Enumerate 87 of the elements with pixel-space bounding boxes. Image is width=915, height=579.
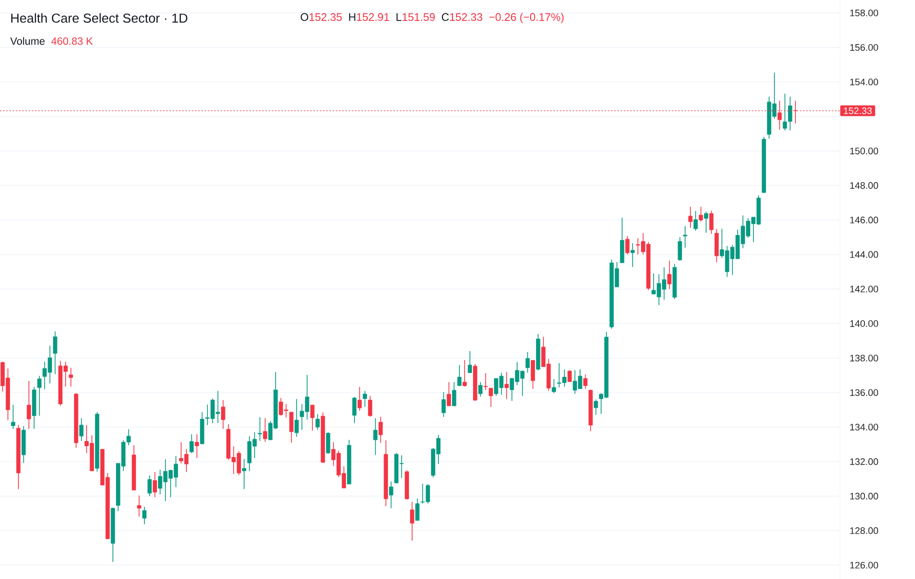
candlestick — [698, 206, 703, 222]
y-tick-label: 158.00 — [850, 10, 878, 16]
y-tick-label: 128.00 — [850, 527, 878, 534]
candlestick — [368, 395, 372, 418]
y-tick-label: 146.00 — [850, 216, 878, 224]
annotation: −0.26 (−0.17%) — [489, 12, 564, 24]
candlestick — [526, 352, 530, 374]
candlestick — [415, 498, 420, 521]
annotation: 151.59 — [402, 13, 435, 21]
ref-line-label: 152.33 — [844, 107, 872, 114]
y-tick-label: 136.00 — [850, 389, 878, 396]
candlestick — [625, 236, 630, 255]
candlestick — [594, 399, 598, 416]
annotation: 460.83 K — [51, 37, 93, 45]
candlestick — [11, 404, 16, 430]
candlestick — [358, 386, 362, 412]
candlestick — [667, 260, 672, 290]
annotation: 152.33 — [450, 13, 482, 21]
annotation: Volume — [10, 37, 45, 45]
candlestick — [37, 375, 42, 416]
annotation: 152.35 — [310, 13, 342, 21]
y-tick-label: 140.00 — [850, 320, 878, 327]
candlestick — [352, 396, 356, 424]
annotation: C — [442, 13, 449, 21]
candlestick — [389, 481, 394, 509]
candlestick — [484, 372, 488, 391]
y-tick-label: 144.00 — [850, 251, 878, 258]
y-tick-label: 126.00 — [850, 562, 878, 569]
candlestick — [148, 475, 152, 497]
y-tick-label: 132.00 — [850, 458, 878, 465]
candlestick — [194, 434, 199, 458]
annotation: L — [396, 13, 402, 21]
candlestick — [68, 367, 73, 387]
candlestick — [504, 372, 509, 400]
candlestick — [678, 236, 682, 262]
candlestick — [694, 210, 698, 232]
candlestick — [373, 418, 378, 456]
candlestick — [488, 388, 493, 408]
candlestick — [704, 211, 708, 234]
candlestick — [242, 458, 246, 490]
candlestick — [152, 472, 157, 498]
y-tick-label: 148.00 — [850, 182, 878, 189]
candlestick — [714, 228, 719, 263]
y-tick-label: 142.00 — [850, 286, 878, 292]
annotation: H — [349, 13, 356, 21]
candlestick — [630, 242, 635, 268]
candlestick — [289, 412, 294, 444]
candlestick — [410, 501, 414, 542]
candlestick — [568, 370, 572, 382]
y-tick-label: 138.00 — [850, 354, 878, 362]
candlestick — [709, 210, 714, 234]
candlestick — [137, 495, 142, 517]
candlestick — [53, 330, 58, 375]
annotation: O — [300, 13, 308, 21]
candlestick — [258, 416, 262, 442]
candlestick — [552, 378, 556, 394]
candlestick — [462, 360, 467, 388]
candlestick — [620, 217, 624, 264]
y-tick-label: 150.00 — [850, 148, 878, 154]
candlestick — [294, 398, 299, 438]
candlestick — [530, 360, 535, 390]
y-tick-label: 156.00 — [850, 44, 878, 51]
y-tick-label: 134.00 — [850, 424, 878, 430]
candlestick — [457, 364, 462, 386]
candlestick — [683, 226, 688, 248]
candlestick — [468, 350, 472, 374]
candlestick — [442, 392, 446, 418]
candlestick — [452, 382, 456, 406]
candlestick — [688, 206, 692, 228]
candlestick — [316, 414, 320, 430]
y-tick-label: 130.00 — [850, 492, 878, 500]
candlestick — [263, 418, 268, 442]
candlestick — [378, 416, 383, 444]
candlestick — [79, 418, 84, 442]
candlestick — [362, 390, 367, 408]
text: Health Care Select Sector · 1D — [11, 13, 188, 23]
candlestick — [478, 382, 482, 398]
candlestick — [142, 506, 146, 525]
candlestick — [583, 374, 588, 390]
candlestick — [26, 380, 31, 430]
annotation: 152.91 — [356, 13, 390, 21]
candlestick — [190, 434, 194, 454]
y-tick-label: 154.00 — [850, 78, 878, 86]
candlestick — [221, 400, 226, 430]
candlestick — [310, 404, 314, 432]
candlestick — [446, 382, 451, 406]
candlestick — [326, 432, 330, 454]
